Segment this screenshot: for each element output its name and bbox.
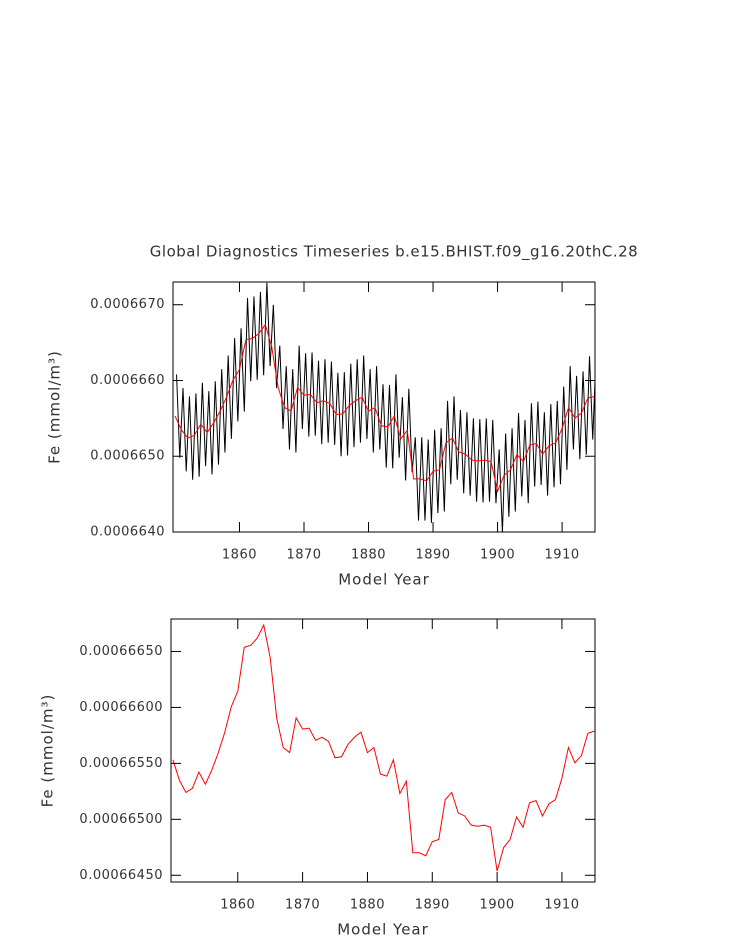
- series-line: [174, 323, 595, 494]
- x-tick-label: 1890: [415, 898, 450, 913]
- x-axis-label: Model Year: [337, 921, 429, 939]
- y-axis-label: Fe (mmol/m³): [39, 694, 57, 808]
- plot-frame: [172, 281, 596, 533]
- x-tick-label: 1870: [285, 898, 320, 913]
- y-tick-label: 0.00066550: [79, 756, 163, 771]
- y-tick-label: 0.00066450: [79, 868, 163, 883]
- plot-lines: [174, 282, 595, 532]
- x-tick-label: 1900: [480, 548, 515, 563]
- x-tick-label: 1860: [220, 898, 255, 913]
- x-axis-label: Model Year: [338, 571, 430, 589]
- x-tick-label: 1910: [544, 898, 579, 913]
- x-tick-label: 1890: [415, 548, 450, 563]
- x-tick-label: 1880: [350, 898, 385, 913]
- x-tick-label: 1870: [286, 548, 321, 563]
- series-line: [176, 282, 595, 532]
- chart-title: Global Diagnostics Timeseries b.e15.BHIS…: [150, 243, 638, 262]
- y-tick-label: 0.00066600: [79, 700, 163, 715]
- plot-lines: [172, 623, 595, 872]
- plot-frame: [170, 618, 596, 883]
- x-tick-label: 1910: [545, 548, 580, 563]
- y-tick-label: 0.00066650: [79, 644, 163, 659]
- y-tick-label: 0.0006670: [90, 297, 165, 312]
- y-tick-label: 0.0006660: [90, 373, 165, 388]
- y-tick-label: 0.0006650: [90, 449, 165, 464]
- series-line: [172, 623, 595, 872]
- y-tick-label: 0.0006640: [90, 525, 165, 540]
- x-tick-label: 1880: [351, 548, 386, 563]
- y-tick-label: 0.00066500: [79, 812, 163, 827]
- x-tick-label: 1860: [222, 548, 257, 563]
- y-axis-label: Fe (mmol/m³): [46, 350, 64, 464]
- x-tick-label: 1900: [480, 898, 515, 913]
